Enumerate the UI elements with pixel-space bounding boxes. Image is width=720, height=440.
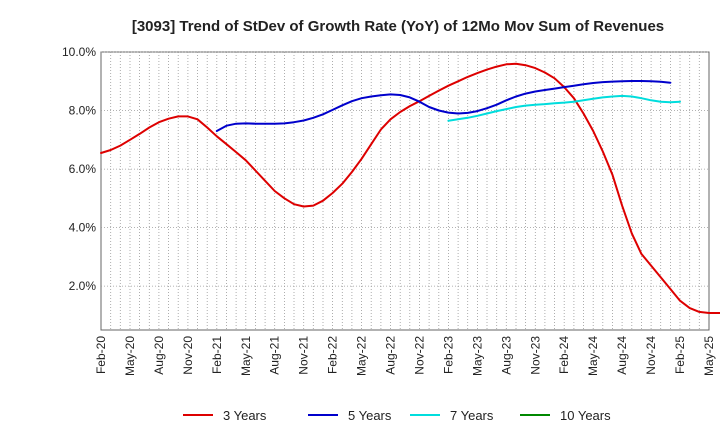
x-tick-label: Nov-22 <box>413 336 427 375</box>
series-lines <box>100 62 720 314</box>
series-line-7-years <box>447 94 681 122</box>
x-tick-label: Nov-21 <box>297 336 311 375</box>
x-tick-label: Feb-21 <box>210 336 224 374</box>
legend-label-5-years: 5 Years <box>348 408 392 423</box>
x-tick-label: Feb-20 <box>94 336 108 374</box>
x-tick-label: May-22 <box>355 336 369 376</box>
x-tick-label: Aug-24 <box>615 336 629 375</box>
y-tick-label: 6.0% <box>69 162 97 176</box>
x-axis: Feb-20 May-20 Aug-20 Nov-20 Feb-21 May-21 Aug-… <box>94 336 716 376</box>
x-tick-label: Nov-23 <box>528 336 542 375</box>
x-tick-label: Feb-25 <box>673 336 687 374</box>
x-tick-label: May-20 <box>123 336 137 376</box>
plot-border <box>100 51 710 331</box>
x-tick-label: Aug-22 <box>384 336 398 375</box>
y-tick-label: 4.0% <box>69 221 97 235</box>
x-tick-label: Nov-24 <box>644 336 658 375</box>
legend-label-3-years: 3 Years <box>223 408 267 423</box>
legend-label-10-years: 10 Years <box>560 408 611 423</box>
y-tick-label: 2.0% <box>69 279 97 293</box>
x-tick-label: Feb-22 <box>326 336 340 374</box>
x-tick-label: Aug-23 <box>499 336 513 375</box>
x-tick-label: May-23 <box>470 336 484 376</box>
legend: 3 Years 5 Years 7 Years 10 Years <box>183 408 611 423</box>
y-tick-label: 8.0% <box>69 104 97 118</box>
series-line-5-years <box>215 80 672 132</box>
grid <box>101 51 709 330</box>
x-tick-label: May-24 <box>586 336 600 376</box>
x-tick-label: May-21 <box>239 336 253 376</box>
chart-title: [3093] Trend of StDev of Growth Rate (Yo… <box>132 18 664 35</box>
x-tick-label: Aug-21 <box>268 336 282 375</box>
x-tick-label: Feb-24 <box>557 336 571 374</box>
x-tick-label: May-25 <box>702 336 716 376</box>
plot-area <box>100 51 720 331</box>
legend-label-7-years: 7 Years <box>450 408 494 423</box>
x-tick-label: Nov-20 <box>181 336 195 375</box>
y-axis: 2.0% 4.0% 6.0% 8.0% 10.0% <box>62 45 96 293</box>
x-tick-label: Aug-20 <box>152 336 166 375</box>
y-tick-label: 10.0% <box>62 45 96 59</box>
x-tick-label: Feb-23 <box>441 336 455 374</box>
